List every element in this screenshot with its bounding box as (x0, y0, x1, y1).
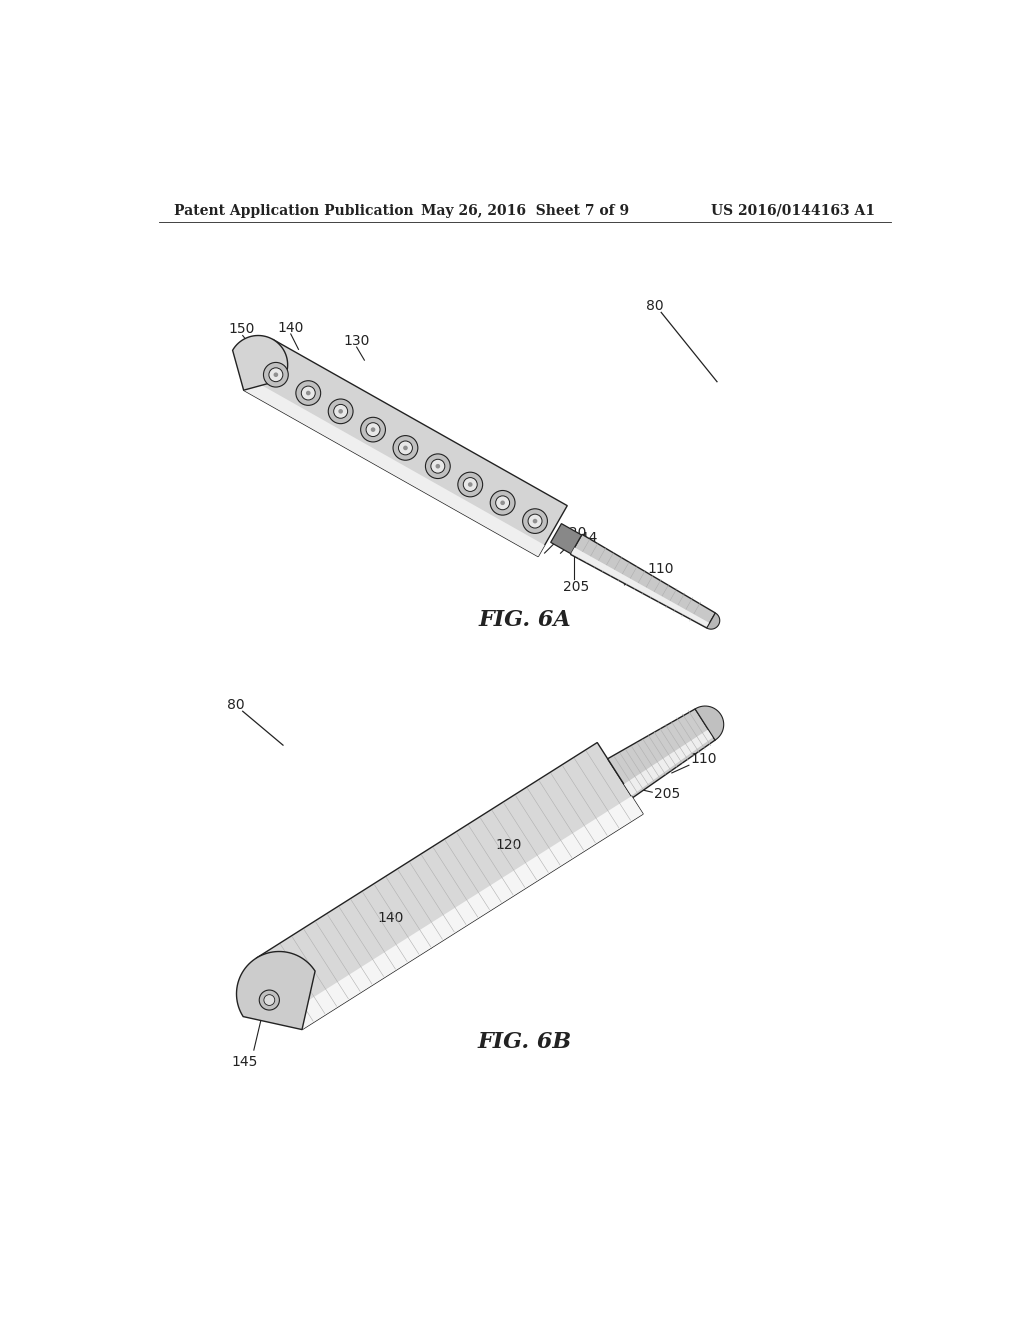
Polygon shape (570, 535, 716, 628)
Text: 205: 205 (563, 579, 589, 594)
Text: 130: 130 (343, 334, 370, 348)
Polygon shape (244, 339, 567, 557)
Polygon shape (237, 952, 315, 1030)
Text: 110: 110 (648, 562, 674, 577)
Circle shape (431, 459, 444, 473)
Circle shape (501, 500, 505, 506)
Text: 80: 80 (227, 698, 245, 711)
Text: 205: 205 (653, 787, 680, 801)
Circle shape (458, 473, 482, 496)
Circle shape (367, 422, 380, 437)
Text: 80: 80 (646, 300, 664, 313)
Circle shape (264, 995, 274, 1006)
Circle shape (338, 409, 343, 413)
Text: FIG. 6A: FIG. 6A (478, 610, 571, 631)
Circle shape (269, 368, 283, 381)
Polygon shape (244, 379, 545, 557)
Text: 144: 144 (571, 531, 598, 545)
Polygon shape (695, 706, 724, 741)
Polygon shape (291, 796, 643, 1030)
Polygon shape (624, 730, 714, 796)
Text: May 26, 2016  Sheet 7 of 9: May 26, 2016 Sheet 7 of 9 (421, 203, 629, 218)
Circle shape (296, 380, 321, 405)
Polygon shape (607, 709, 715, 797)
Circle shape (306, 391, 310, 396)
Circle shape (425, 454, 451, 479)
Text: 120: 120 (496, 838, 522, 853)
Text: 150: 150 (228, 322, 255, 337)
Text: FIG. 6B: FIG. 6B (478, 1031, 571, 1053)
Circle shape (490, 491, 515, 515)
Text: 120: 120 (560, 527, 587, 540)
Circle shape (334, 404, 347, 418)
Polygon shape (232, 335, 288, 391)
Circle shape (403, 446, 408, 450)
Circle shape (468, 482, 472, 487)
Circle shape (463, 478, 477, 491)
Circle shape (329, 399, 353, 424)
Polygon shape (571, 548, 710, 627)
Polygon shape (707, 612, 720, 630)
Text: 145: 145 (231, 1055, 258, 1069)
Circle shape (532, 519, 538, 524)
Circle shape (371, 428, 376, 432)
Circle shape (522, 508, 548, 533)
Circle shape (360, 417, 385, 442)
Polygon shape (256, 743, 643, 1030)
Circle shape (259, 990, 280, 1010)
Circle shape (273, 372, 279, 378)
Text: US 2016/0144163 A1: US 2016/0144163 A1 (711, 203, 876, 218)
Text: 140: 140 (278, 321, 304, 335)
Circle shape (398, 441, 413, 455)
Text: Patent Application Publication: Patent Application Publication (174, 203, 414, 218)
Circle shape (393, 436, 418, 461)
Circle shape (301, 387, 315, 400)
Polygon shape (551, 524, 582, 554)
Circle shape (528, 515, 542, 528)
Text: 140: 140 (377, 911, 403, 925)
Circle shape (263, 363, 289, 387)
Circle shape (435, 463, 440, 469)
Circle shape (496, 496, 510, 510)
Text: 110: 110 (690, 752, 717, 766)
